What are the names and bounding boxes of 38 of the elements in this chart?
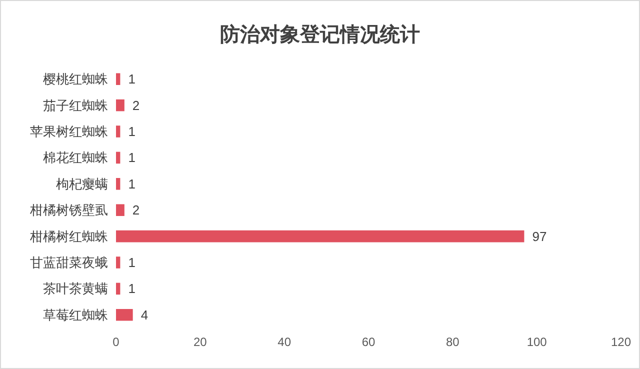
y-tick-label: 枸杞瘿螨 — [56, 176, 108, 192]
data-label: 1 — [128, 255, 136, 270]
x-tick-label: 80 — [446, 335, 460, 349]
data-label: 4 — [140, 307, 148, 322]
x-tick-label: 120 — [610, 335, 632, 349]
bar — [116, 204, 124, 216]
bar — [116, 178, 120, 190]
bar — [116, 256, 120, 268]
y-tick-label: 樱桃红蜘蛛 — [43, 72, 108, 87]
data-label: 1 — [128, 176, 136, 192]
y-tick-label: 柑橘树锈壁虱 — [29, 202, 108, 218]
bar — [116, 126, 120, 138]
data-label: 1 — [128, 150, 136, 166]
chart-title: 防治对象登记情况统计 — [220, 22, 420, 46]
data-label: 1 — [128, 281, 136, 296]
bar — [116, 309, 133, 321]
data-label: 2 — [132, 98, 140, 113]
x-tick-label: 40 — [278, 335, 292, 349]
y-tick-label: 苹果树红蜘蛛 — [30, 124, 108, 139]
data-label: 97 — [532, 228, 547, 244]
y-tick-label: 草莓红蜘蛛 — [43, 307, 108, 322]
bar — [116, 73, 120, 85]
x-tick-label: 0 — [112, 335, 120, 349]
bar — [116, 282, 120, 295]
data-label: 1 — [128, 124, 136, 139]
bar — [116, 230, 524, 242]
bar — [116, 152, 120, 164]
y-tick-label: 甘蓝甜菜夜蛾 — [30, 255, 108, 270]
x-tick-label: 60 — [362, 335, 376, 349]
data-label: 1 — [128, 72, 136, 87]
y-tick-label: 茶叶茶黄螨 — [43, 281, 108, 296]
y-tick-label: 茄子红蜘蛛 — [43, 98, 108, 113]
y-tick-label: 柑橘树红蜘蛛 — [29, 228, 108, 244]
x-tick-label: 20 — [193, 335, 208, 349]
x-tick-label: 100 — [526, 335, 548, 349]
y-tick-label: 棉花红蜘蛛 — [43, 150, 108, 166]
bar — [116, 99, 124, 112]
data-label: 2 — [132, 202, 140, 218]
